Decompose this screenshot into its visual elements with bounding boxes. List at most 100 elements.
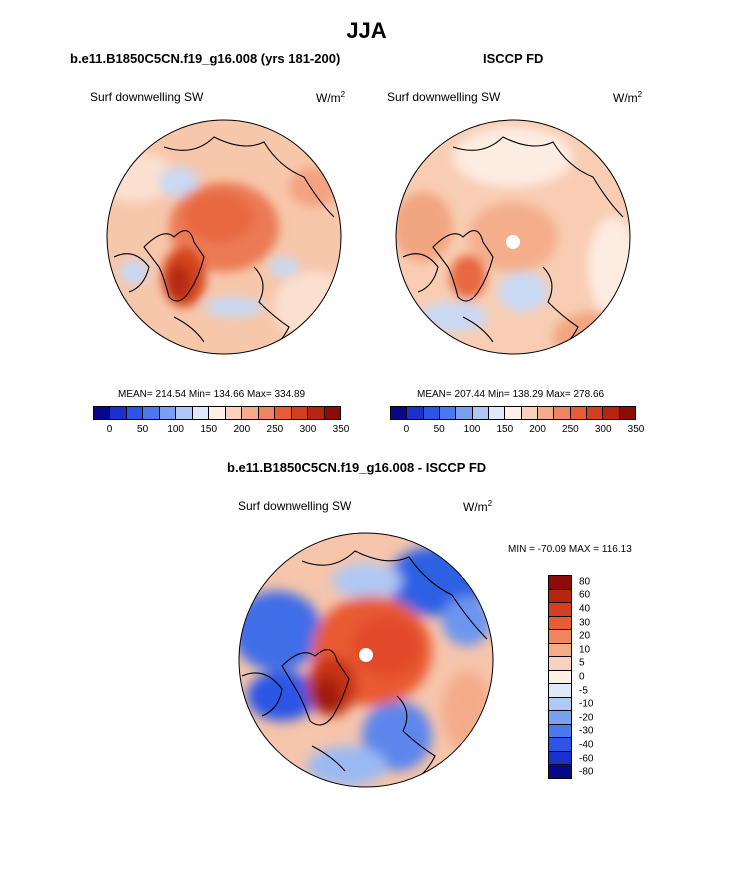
diff-colorbar-tick-label: -60 [579, 753, 594, 765]
diff-colorbar-swatch [549, 630, 571, 644]
right-panel-units: W/m2 [613, 90, 642, 105]
right-coast-greenland [432, 230, 494, 302]
right-colorbar-swatch [472, 407, 489, 419]
diff-colorbar-tick-label: -5 [579, 685, 588, 697]
right-colorbar-swatch [619, 407, 635, 419]
diff-colorbar-swatch [549, 697, 571, 712]
left-colorbar-tick-label: 50 [137, 424, 149, 435]
left-colorbar-swatch [275, 407, 292, 419]
right-colorbar-swatch [537, 407, 555, 419]
diff-minmax: MIN = -70.09 MAX = 116.13 [508, 544, 632, 555]
diff-colorbar-swatch [549, 711, 571, 725]
diff-colorbar-tick-label: 5 [579, 657, 585, 669]
right-map-border [395, 119, 631, 355]
right-panel-variable: Surf downwelling SW [387, 90, 501, 104]
left-coast-canada [113, 253, 150, 293]
left-colorbar-tick-label: 350 [332, 424, 350, 435]
right-colorbar [390, 406, 636, 420]
diff-colorbar-tick-label: -20 [579, 712, 594, 724]
left-colorbar-swatch [258, 407, 276, 419]
right-colorbar-swatch [439, 407, 457, 419]
left-colorbar-swatch [308, 407, 325, 419]
diff-units-exponent: 2 [487, 499, 493, 508]
diff-coast-greenland [281, 649, 350, 726]
diff-colorbar-tick-label: -40 [579, 739, 594, 751]
left-colorbar-tick-label: 200 [233, 424, 251, 435]
diff-colorbar-swatch [549, 670, 571, 685]
diff-coast-iceland [311, 745, 346, 772]
left-colorbar-tick-label: 250 [266, 424, 284, 435]
right-panel-title: ISCCP FD [483, 51, 544, 66]
right-colorbar-ticks: 0 50 100 150 200 250 300 350 [390, 424, 645, 438]
left-coast-iceland [173, 316, 205, 343]
left-colorbar-swatch [209, 407, 226, 419]
diff-map [238, 532, 494, 788]
right-colorbar-swatch [554, 407, 571, 419]
right-colorbar-swatch [586, 407, 604, 419]
diff-colorbar-swatch [549, 751, 571, 766]
left-colorbar-tick-label: 0 [106, 424, 113, 435]
right-colorbar-swatch [505, 407, 522, 419]
right-colorbar-tick-label: 200 [529, 424, 546, 435]
left-colorbar-swatch [242, 407, 259, 419]
left-colorbar-ticks: 0 50 100 150 200 250 300 350 [93, 424, 350, 438]
right-colorbar-swatch [521, 407, 538, 419]
right-colorbar-tick-label: 300 [594, 424, 612, 435]
diff-polar-hole [359, 648, 373, 662]
right-polar-hole [506, 235, 520, 249]
right-coast-siberia [452, 136, 624, 218]
diff-panel-units: W/m2 [463, 499, 492, 514]
right-units-text: W/m [613, 91, 638, 105]
right-colorbar-tick-label: 0 [403, 424, 410, 435]
left-colorbar-swatch [324, 407, 341, 419]
diff-panel-variable: Surf downwelling SW [238, 499, 352, 513]
right-colorbar-tick-label: 50 [433, 424, 445, 435]
left-colorbar [93, 406, 341, 420]
diff-colorbar-tick-label: 10 [579, 644, 591, 656]
diff-coast-canada [241, 672, 283, 717]
right-coast-canada [402, 253, 439, 293]
left-map-border [106, 119, 342, 355]
diff-coast-siberia [301, 550, 488, 640]
left-panel-title: b.e11.B1850C5CN.f19_g16.008 (yrs 181-200… [70, 51, 341, 66]
right-colorbar-tick-label: 350 [627, 424, 645, 435]
right-colorbar-swatch [603, 407, 620, 419]
right-colorbar-swatch [407, 407, 424, 419]
diff-colorbar-tick-label: 20 [579, 630, 591, 642]
left-map [106, 119, 342, 355]
left-colorbar-swatch [192, 407, 210, 419]
diff-colorbar-swatch [549, 657, 571, 671]
diff-colorbar-swatch [549, 616, 571, 631]
left-panel-variable: Surf downwelling SW [90, 90, 204, 104]
diff-colorbar [548, 575, 572, 779]
right-map [395, 119, 631, 355]
right-colorbar-tick-label: 150 [496, 424, 514, 435]
diff-colorbar-swatch [549, 738, 571, 752]
left-colorbar-swatch [126, 407, 144, 419]
right-colorbar-tick-label: 250 [562, 424, 579, 435]
diff-colorbar-tick-label: 60 [579, 589, 591, 601]
left-units-exponent: 2 [340, 90, 346, 99]
diff-colorbar-swatch [549, 643, 571, 658]
right-coast-iceland [462, 316, 494, 343]
diff-colorbar-tick-label: 0 [579, 671, 585, 683]
diff-colorbar-swatch [549, 684, 571, 698]
diff-colorbar-tick-label: 30 [579, 617, 591, 629]
left-coast-greenland [143, 230, 205, 302]
diff-colorbar-swatch [549, 589, 571, 604]
left-colorbar-swatch [291, 407, 309, 419]
left-colorbar-swatch [143, 407, 160, 419]
right-colorbar-swatch [391, 407, 408, 419]
diff-colorbar-swatch [549, 724, 571, 739]
diff-colorbar-tick-label: -30 [579, 725, 594, 737]
right-colorbar-swatch [423, 407, 440, 419]
left-colorbar-tick-label: 300 [299, 424, 317, 435]
left-coast-siberia [163, 136, 335, 218]
diff-colorbar-tick-label: -80 [579, 766, 594, 778]
diff-colorbar-tick-label: 40 [579, 603, 591, 615]
right-colorbar-swatch [570, 407, 587, 419]
diff-colorbar-tick-label: 80 [579, 576, 591, 588]
right-colorbar-tick-label: 100 [463, 424, 481, 435]
left-colorbar-swatch [94, 407, 111, 419]
left-colorbar-tick-label: 150 [200, 424, 218, 435]
